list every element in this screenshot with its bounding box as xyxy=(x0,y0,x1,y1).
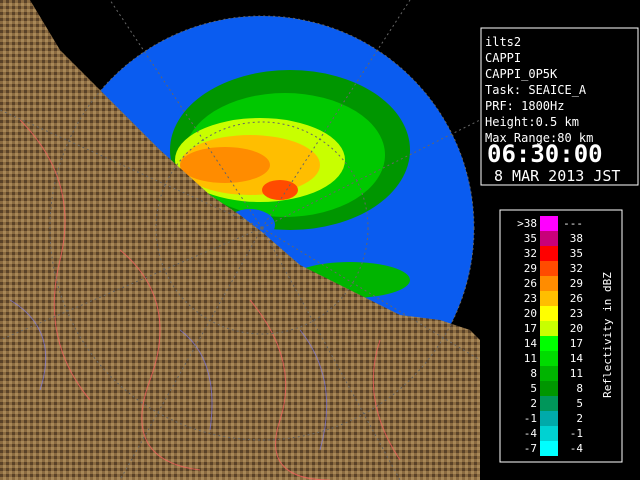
info-panel: ilts2 CAPPI CAPPI_0P5K Task: SEAICE_A PRF: 1… xyxy=(485,35,593,145)
legend-swatch xyxy=(540,411,558,426)
legend-swatch xyxy=(540,441,558,456)
legend-from: 35 xyxy=(524,232,537,245)
legend-from: 26 xyxy=(524,277,537,290)
legend-to: 26 xyxy=(570,292,583,305)
legend-to: -1 xyxy=(570,427,583,440)
legend-from: 20 xyxy=(524,307,537,320)
legend-from: -7 xyxy=(524,442,537,455)
legend-swatch xyxy=(540,426,558,441)
legend-swatch xyxy=(540,336,558,351)
legend-to: 2 xyxy=(576,412,583,425)
range-rings xyxy=(0,0,480,480)
legend-to: --- xyxy=(563,217,583,230)
legend-swatch xyxy=(540,216,558,231)
radar-map xyxy=(0,0,480,480)
info-line: CAPPI_0P5K xyxy=(485,67,558,81)
legend-from: 29 xyxy=(524,262,537,275)
legend-from: >38 xyxy=(517,217,537,230)
legend-from: 14 xyxy=(524,337,538,350)
legend-swatch xyxy=(540,246,558,261)
legend-to: 35 xyxy=(570,247,583,260)
legend-to: 29 xyxy=(570,277,583,290)
legend-swatch xyxy=(540,321,558,336)
info-line: PRF: 1800Hz xyxy=(485,99,564,113)
legend-to: 32 xyxy=(570,262,583,275)
info-line: Height:0.5 km xyxy=(485,115,579,129)
legend-from: 32 xyxy=(524,247,537,260)
legend-to: 17 xyxy=(570,337,583,350)
legend-from: -1 xyxy=(524,412,537,425)
legend-from: 2 xyxy=(530,397,537,410)
legend-swatch xyxy=(540,351,558,366)
time: 06:30:00 xyxy=(487,140,603,168)
legend-from: 5 xyxy=(530,382,537,395)
legend-from: 8 xyxy=(530,367,537,380)
legend-to: 38 xyxy=(570,232,583,245)
info-line: Max Range:80 km xyxy=(485,131,593,145)
legend-swatch xyxy=(540,276,558,291)
legend-to: 14 xyxy=(570,352,584,365)
legend-swatch xyxy=(540,366,558,381)
legend-box xyxy=(499,209,623,463)
legend-to: -4 xyxy=(570,442,584,455)
date: 8 MAR 2013 JST xyxy=(494,167,620,185)
legend-title: Reflectivity in dBZ xyxy=(601,272,614,398)
info-line: Task: SEAICE_A xyxy=(485,83,587,97)
info-box xyxy=(480,27,639,186)
land xyxy=(0,0,480,480)
legend-to: 23 xyxy=(570,307,583,320)
legend: >38 --- 35 38 32 35 29 32 26 29 23 26 20 23 17 20 14 17 11… xyxy=(517,216,583,456)
legend-from: -4 xyxy=(524,427,538,440)
legend-to: 8 xyxy=(576,382,583,395)
legend-swatch xyxy=(540,306,558,321)
rivers xyxy=(19,119,401,480)
info-line: ilts2 xyxy=(485,35,521,49)
legend-swatch xyxy=(540,381,558,396)
info-line: CAPPI xyxy=(485,51,521,65)
streams xyxy=(9,299,328,451)
legend-swatch xyxy=(540,261,558,276)
legend-from: 23 xyxy=(524,292,537,305)
legend-to: 20 xyxy=(570,322,583,335)
legend-from: 11 xyxy=(524,352,537,365)
legend-swatch xyxy=(540,231,558,246)
legend-from: 17 xyxy=(524,322,537,335)
legend-swatch xyxy=(540,291,558,306)
legend-to: 5 xyxy=(576,397,583,410)
legend-to: 11 xyxy=(570,367,583,380)
legend-swatch xyxy=(540,396,558,411)
